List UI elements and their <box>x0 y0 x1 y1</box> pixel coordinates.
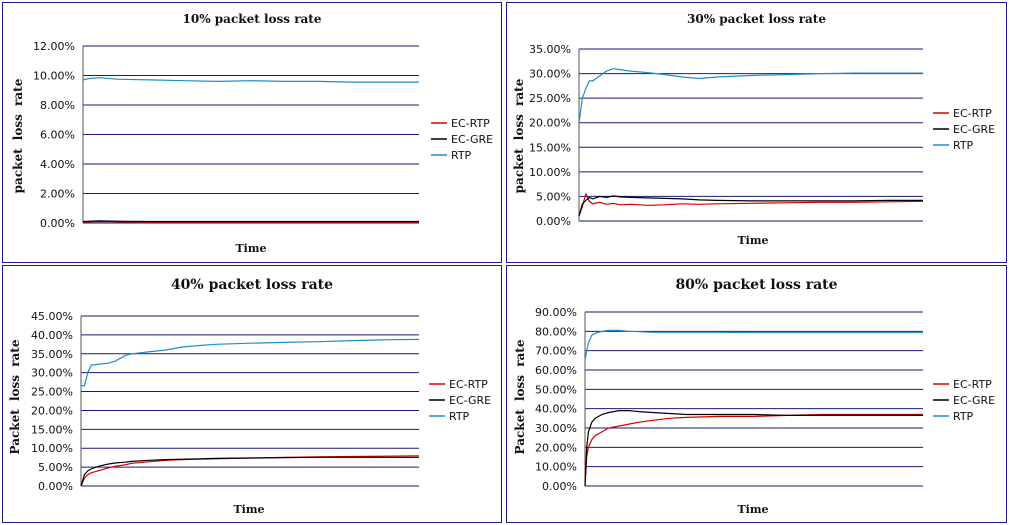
y-tick-label: 35.00% <box>529 43 571 56</box>
x-axis-label: Time <box>737 503 769 516</box>
legend-label: EC-GRE <box>451 133 493 146</box>
y-tick-label: 30.00% <box>31 367 73 380</box>
series-line-ec-gre <box>80 456 419 487</box>
legend-label: RTP <box>953 139 974 152</box>
series-line-rtp <box>81 338 420 387</box>
series-line-rtp <box>584 329 923 361</box>
chart-panel-80: 80% packet loss rate Packet loss rate Ti… <box>506 265 1007 523</box>
series-line-ec-gre <box>584 410 923 487</box>
legend-label: EC-RTP <box>953 107 992 120</box>
chart-title: 10% packet loss rate <box>182 12 322 26</box>
y-tick-label: 5.00% <box>38 461 73 474</box>
legend-label: EC-GRE <box>449 394 491 407</box>
y-tick-label: 10.00% <box>33 70 75 83</box>
y-tick-label: 80.00% <box>535 325 577 338</box>
y-tick-label: 20.00% <box>535 441 577 454</box>
y-tick-label: 90.00% <box>535 306 577 319</box>
legend-label: EC-GRE <box>953 394 995 407</box>
chart-title: 40% packet loss rate <box>170 277 334 293</box>
y-tick-label: 0.00% <box>536 215 571 228</box>
x-axis-label: Time <box>737 234 769 247</box>
y-tick-label: 50.00% <box>535 383 577 396</box>
series-line-ec-gre <box>578 195 923 217</box>
series-line-ec-rtp <box>82 220 419 223</box>
legend-label: RTP <box>451 149 472 162</box>
legend-label: EC-RTP <box>953 378 992 391</box>
y-tick-label: 20.00% <box>529 117 571 130</box>
chart-svg: 0.00% 5.00% 10.00% 15.00% 20.00% 25.00% 30.00%… <box>529 43 995 228</box>
y-tick-label: 30.00% <box>535 422 577 435</box>
y-tick-label: 30.00% <box>529 68 571 81</box>
chart-title: 80% packet loss rate <box>675 277 838 293</box>
series-line-rtp <box>578 68 923 123</box>
y-tick-label: 0.00% <box>542 480 577 493</box>
y-tick-label: 6.00% <box>40 129 75 142</box>
y-tick-label: 70.00% <box>535 345 577 358</box>
y-tick-label: 0.00% <box>40 217 75 230</box>
legend-label: EC-RTP <box>449 378 488 391</box>
legend-label: RTP <box>449 410 470 423</box>
y-tick-label: 4.00% <box>40 158 75 171</box>
y-tick-label: 45.00% <box>31 310 73 323</box>
series-line-ec-gre <box>82 220 419 223</box>
series-line-rtp <box>82 77 419 83</box>
y-tick-label: 25.00% <box>529 92 571 105</box>
y-tick-label: 10.00% <box>535 461 577 474</box>
y-tick-label: 12.00% <box>33 40 75 53</box>
chart-svg: 0.00% 5.00% 10.00% 15.00% 20.00% 25.00% 30.00%… <box>31 310 491 493</box>
y-tick-label: 15.00% <box>31 423 73 436</box>
chart-svg: 0.00% 10.00% 20.00% 30.00% 40.00% 50.00% 60.00… <box>535 306 995 493</box>
chart-panel-40: 40% packet loss rate Packet loss rate Ti… <box>2 265 502 523</box>
legend-label: EC-RTP <box>451 117 490 130</box>
series-line-ec-rtp <box>584 413 923 487</box>
y-tick-label: 15.00% <box>529 141 571 154</box>
y-tick-label: 40.00% <box>535 403 577 416</box>
y-tick-label: 60.00% <box>535 364 577 377</box>
series-line-ec-rtp <box>80 455 420 487</box>
y-tick-label: 25.00% <box>31 386 73 399</box>
x-axis-label: Time <box>233 503 265 516</box>
chart-svg: 0.00% 2.00% 4.00% 6.00% 8.00% 10.00% 12.00% EC-… <box>33 40 493 230</box>
y-tick-label: 2.00% <box>40 188 75 201</box>
legend-label: EC-GRE <box>953 123 995 136</box>
y-tick-label: 40.00% <box>31 329 73 342</box>
y-tick-label: 8.00% <box>40 99 75 112</box>
chart-panel-10: 10% packet loss rate packet loss rate Ti… <box>2 2 502 263</box>
y-tick-label: 0.00% <box>38 480 73 493</box>
y-tick-label: 5.00% <box>536 190 571 203</box>
y-tick-label: 10.00% <box>31 442 73 455</box>
y-tick-label: 35.00% <box>31 348 73 361</box>
legend-label: RTP <box>953 410 974 423</box>
x-axis-label: Time <box>235 242 267 255</box>
chart-title: 30% packet loss rate <box>687 12 826 26</box>
series-line-ec-rtp <box>578 192 924 217</box>
y-tick-label: 20.00% <box>31 404 73 417</box>
chart-panel-30: 30% packet loss rate packet loss rate Ti… <box>506 2 1007 263</box>
y-tick-label: 10.00% <box>529 166 571 179</box>
